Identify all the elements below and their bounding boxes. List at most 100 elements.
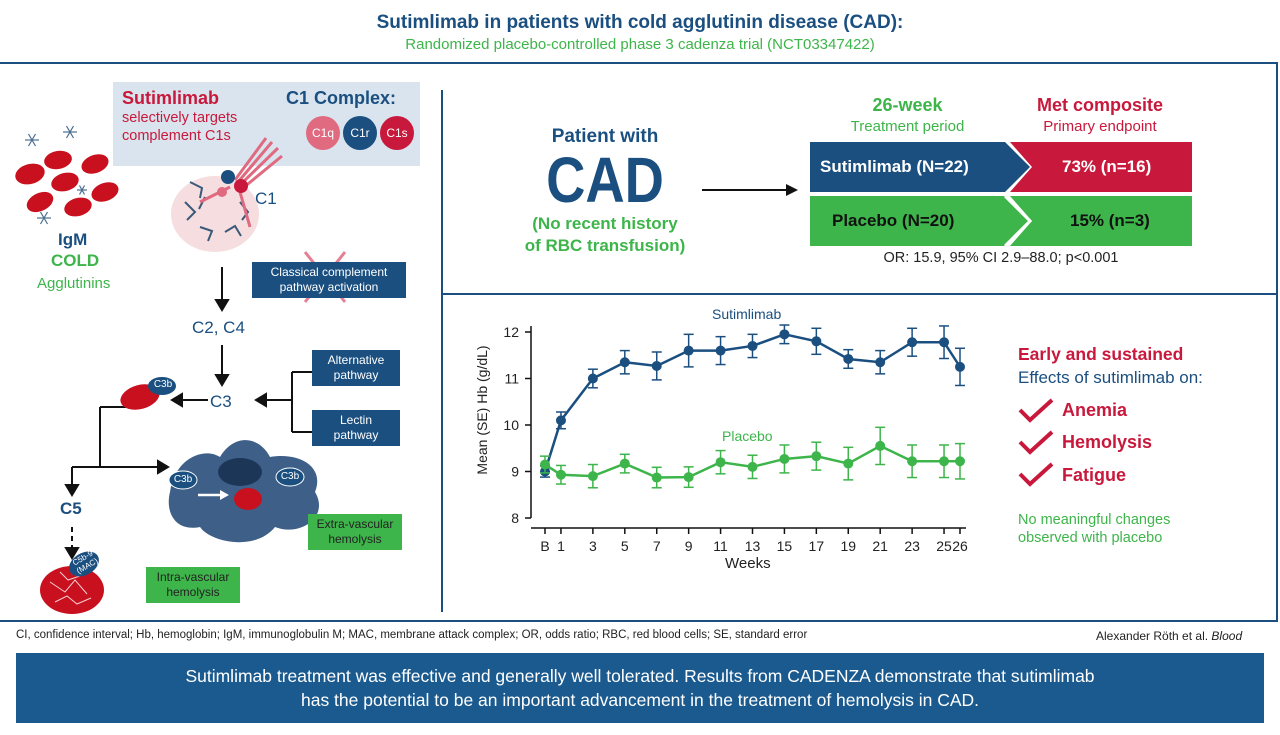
extra-line-2: hemolysis	[328, 532, 382, 546]
data-point	[555, 469, 566, 480]
effect-hemolysis: Hemolysis	[1062, 432, 1153, 452]
data-point	[907, 337, 918, 348]
c1s-badge: C1s	[380, 116, 414, 150]
period-subtitle: Treatment period	[850, 118, 965, 135]
series-label-sutimlimab: Sutimlimab	[712, 306, 782, 322]
arm-placebo: Placebo (N=20)	[832, 211, 955, 230]
vertical-divider	[441, 90, 443, 612]
history-line-2: of RBC transfusion)	[524, 236, 686, 255]
patient-label: Patient with	[551, 126, 659, 147]
alternative-pathway-box: Alternative pathway	[312, 350, 400, 386]
data-point	[811, 336, 822, 347]
x-axis-label: Weeks	[725, 555, 771, 572]
cad-label: CAD	[546, 144, 664, 216]
x-tick-label: 5	[621, 538, 629, 554]
conclusion-line-1: Sutimlimab treatment was effective and g…	[185, 666, 1095, 686]
trial-arrow-icon	[702, 184, 798, 196]
effect-anemia: Anemia	[1062, 400, 1128, 420]
check-icon	[1018, 430, 1054, 455]
data-point	[779, 453, 790, 464]
data-point	[955, 456, 965, 467]
complex-title: C1 Complex:	[286, 88, 397, 108]
data-point	[843, 353, 854, 364]
extra-line-1: Extra-vascular	[316, 517, 394, 531]
drug-name: Sutimlimab	[122, 88, 220, 108]
citation: Alexander Röth et al. Blood	[1096, 629, 1242, 643]
data-point	[779, 329, 790, 340]
x-tick-label: 26	[952, 538, 968, 554]
classical-line-2: pathway activation	[279, 280, 379, 294]
x-tick-label: 3	[589, 538, 597, 554]
x-tick-label: 17	[809, 538, 825, 554]
c1-complex-icon	[171, 137, 283, 252]
intra-line-2: hemolysis	[166, 585, 220, 599]
x-tick-label: 21	[872, 538, 888, 554]
x-tick-label: 19	[840, 538, 856, 554]
cold-label: COLD	[51, 251, 100, 270]
result-placebo: 15% (n=3)	[1070, 211, 1150, 230]
x-tick-label: 15	[777, 538, 793, 554]
effects-subtitle: Effects of sutimlimab on:	[1018, 368, 1203, 387]
c3b-bubble-1	[148, 377, 176, 395]
intra-line-1: Intra-vascular	[156, 570, 230, 584]
intra-vascular-box: Intra-vascular hemolysis	[146, 567, 240, 603]
snowflake-icon	[25, 125, 87, 225]
data-point	[875, 357, 886, 368]
data-point	[747, 461, 758, 472]
c2c4-label: C2, C4	[192, 318, 245, 337]
x-tick-label: B	[540, 538, 549, 554]
y-tick-label: 10	[503, 417, 519, 433]
c1-label: C1	[255, 189, 277, 208]
data-point	[683, 472, 694, 483]
endpoint-title: Met composite	[1036, 95, 1164, 115]
c3-label: C3	[210, 392, 232, 411]
alternative-line-1: Alternative	[327, 353, 385, 367]
lectin-pathway-box: Lectin pathway	[312, 410, 400, 446]
placebo-note-1: No meaningful changes	[1018, 512, 1171, 528]
data-point	[907, 456, 918, 467]
data-point	[811, 451, 822, 462]
x-tick-label: 11	[713, 538, 728, 554]
data-point	[651, 360, 662, 371]
y-tick-label: 12	[503, 324, 519, 340]
data-point	[619, 357, 630, 368]
data-point	[683, 345, 694, 356]
c3b-text-2: C3b	[173, 474, 193, 485]
page-title: Sutimlimab in patients with cold aggluti…	[376, 12, 904, 33]
red-blood-cells-icon	[15, 150, 119, 217]
macrophage-icon	[168, 440, 320, 543]
effects-check-icons	[1018, 398, 1054, 487]
horizontal-divider	[441, 293, 1278, 295]
data-point	[651, 472, 662, 483]
history-line-1: (No recent history	[532, 214, 678, 233]
check-icon	[1018, 462, 1054, 487]
data-point	[587, 471, 598, 482]
content-frame	[0, 62, 1278, 622]
data-point	[875, 440, 886, 451]
lectin-line-2: pathway	[333, 428, 379, 442]
check-icon	[1018, 398, 1054, 423]
citation-author: Alexander Röth et al.	[1096, 629, 1209, 643]
c3b-text-1: C3b	[153, 379, 173, 390]
y-tick-label: 8	[511, 510, 519, 526]
x-tick-label: 1	[557, 538, 565, 554]
odds-ratio: OR: 15.9, 95% CI 2.9–88.0; p<0.001	[883, 250, 1119, 266]
lectin-line-1: Lectin	[339, 413, 373, 427]
lysed-rbc-icon	[40, 551, 104, 614]
x-tick-label: 7	[653, 538, 661, 554]
data-point	[555, 415, 566, 426]
x-tick-label: 23	[904, 538, 920, 554]
c1q-badge: C1q	[306, 116, 340, 150]
c1r-badge: C1r	[343, 116, 377, 150]
data-point	[619, 458, 630, 469]
abbreviations: CI, confidence interval; Hb, hemoglobin;…	[16, 629, 808, 641]
c5-label: C5	[60, 499, 82, 518]
agglutinins-label: Agglutinins	[37, 275, 111, 292]
igm-label: IgM	[58, 230, 88, 249]
effects-title: Early and sustained	[1018, 344, 1184, 364]
data-point	[540, 459, 550, 470]
period-title: 26-week	[872, 95, 943, 115]
y-axis-label: Mean (SE) Hb (g/dL)	[474, 345, 490, 475]
effect-fatigue: Fatigue	[1062, 465, 1127, 485]
